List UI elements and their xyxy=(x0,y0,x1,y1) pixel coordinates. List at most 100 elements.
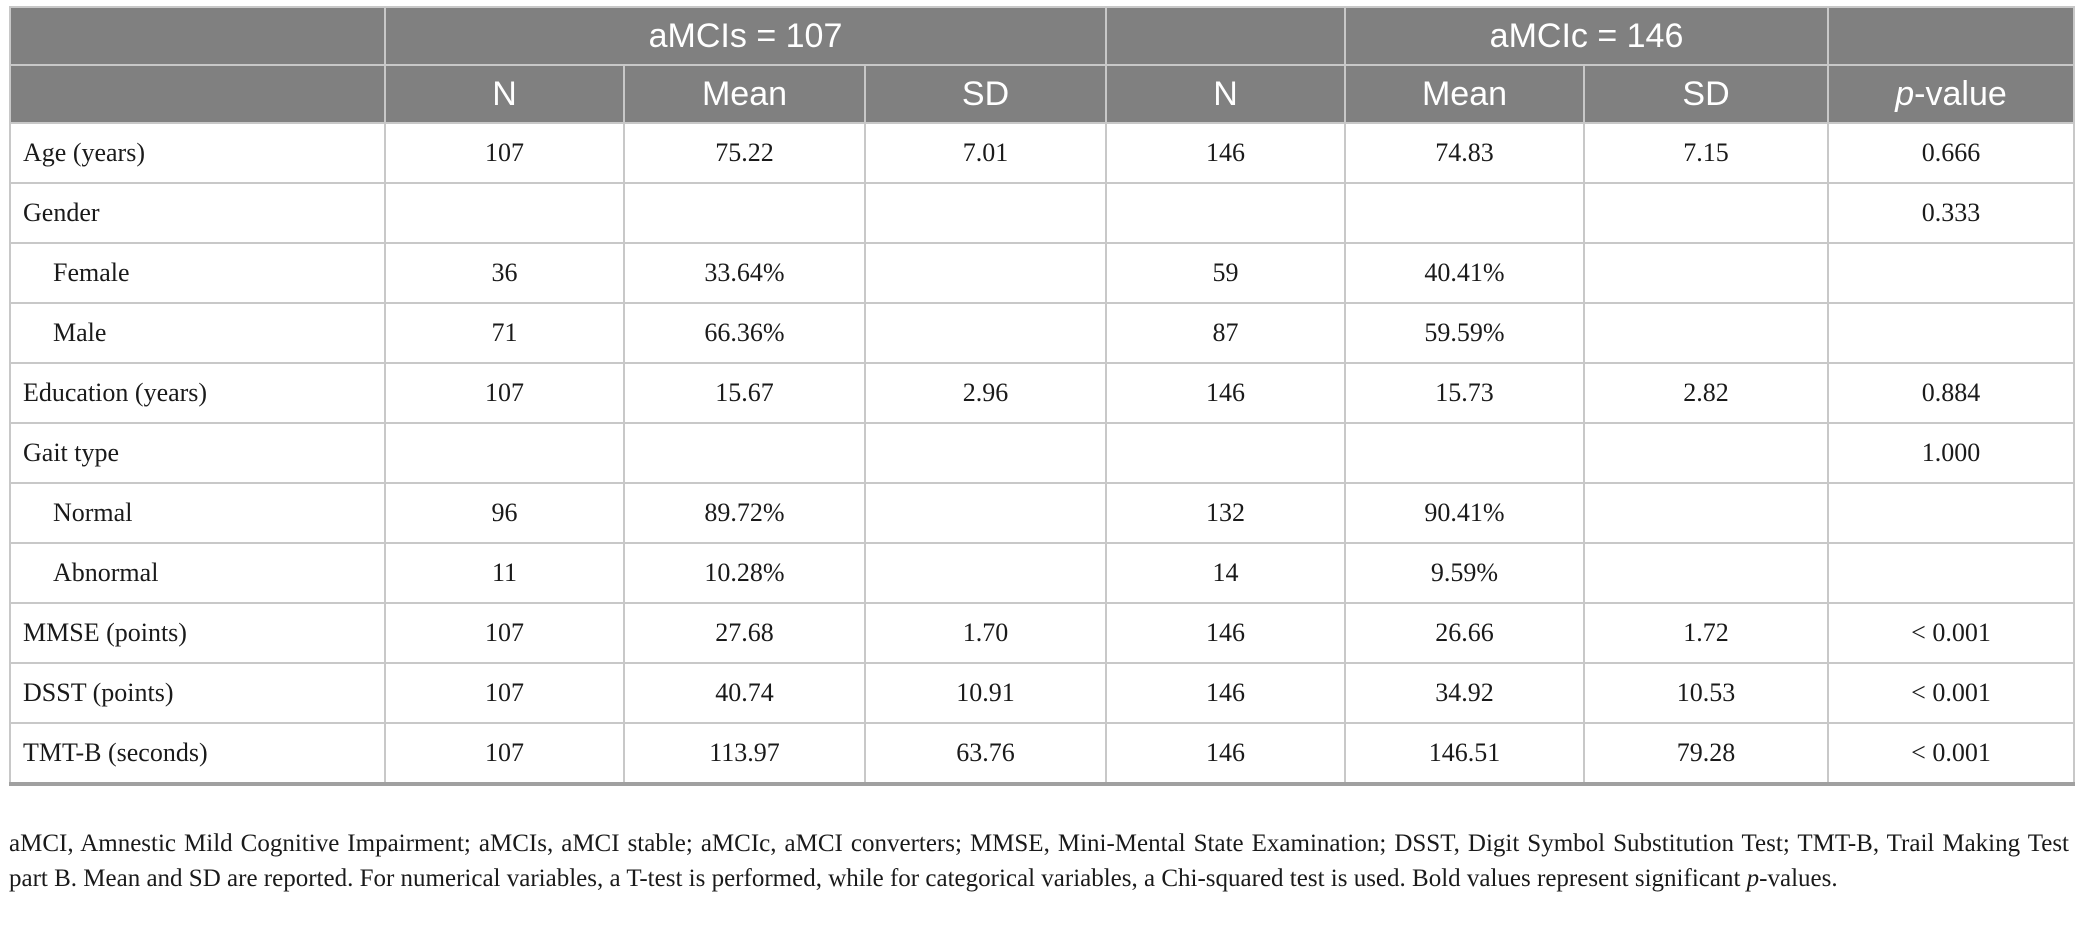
header-group-amcis: aMCIs = 107 xyxy=(383,6,1108,66)
cell-a-n: 107 xyxy=(384,122,625,184)
cell-p xyxy=(1827,542,2076,604)
row-label: Gender xyxy=(9,182,386,244)
row-label: Male xyxy=(9,302,386,364)
cell-a-sd xyxy=(863,422,1108,484)
table-row: TMT-B (seconds) 107 113.97 63.76 146 146.51 79… xyxy=(9,722,2076,786)
header-p-value: p-value xyxy=(1827,64,2076,124)
header-b-mean: Mean xyxy=(1344,64,1586,124)
cell-a-mean: 33.64% xyxy=(623,242,866,304)
cell-a-n: 107 xyxy=(384,362,625,424)
cell-a-mean: 113.97 xyxy=(623,722,866,786)
cell-p: 1.000 xyxy=(1827,422,2076,484)
row-label: MMSE (points) xyxy=(9,602,386,664)
cell-a-sd: 7.01 xyxy=(863,122,1108,184)
cell-b-mean: 15.73 xyxy=(1344,362,1586,424)
cell-b-mean: 26.66 xyxy=(1344,602,1586,664)
row-label: Abnormal xyxy=(9,542,386,604)
table-row: DSST (points) 107 40.74 10.91 146 34.92 10.53 <… xyxy=(9,662,2076,724)
cell-b-sd: 2.82 xyxy=(1583,362,1830,424)
cell-p: 0.666 xyxy=(1827,122,2076,184)
cell-b-mean xyxy=(1344,182,1586,244)
cell-a-n xyxy=(384,182,625,244)
cell-b-mean xyxy=(1344,422,1586,484)
header-row-columns: N Mean SD N Mean SD p-value xyxy=(9,64,2076,124)
cell-b-sd xyxy=(1583,422,1830,484)
cell-b-mean: 90.41% xyxy=(1344,482,1586,544)
row-label: DSST (points) xyxy=(9,662,386,724)
header-b-n: N xyxy=(1105,64,1347,124)
header-row-groups: aMCIs = 107 aMCIc = 146 xyxy=(9,6,2076,66)
table-row: Age (years) 107 75.22 7.01 146 74.83 7.15 0.666 xyxy=(9,122,2076,184)
cell-a-sd: 10.91 xyxy=(863,662,1108,724)
cell-a-sd xyxy=(863,482,1108,544)
header-p-rest: -value xyxy=(1914,74,2007,113)
cell-b-mean: 59.59% xyxy=(1344,302,1586,364)
cell-a-mean: 66.36% xyxy=(623,302,866,364)
cell-b-sd xyxy=(1583,482,1830,544)
cell-b-mean: 34.92 xyxy=(1344,662,1586,724)
row-label: Age (years) xyxy=(9,122,386,184)
cell-b-sd: 79.28 xyxy=(1583,722,1830,786)
table-row: Abnormal 11 10.28% 14 9.59% xyxy=(9,542,2076,604)
cell-b-mean: 146.51 xyxy=(1344,722,1586,786)
header-a-sd: SD xyxy=(863,64,1108,124)
cell-a-sd: 63.76 xyxy=(863,722,1108,786)
cell-p: < 0.001 xyxy=(1827,602,2076,664)
cell-b-mean: 74.83 xyxy=(1344,122,1586,184)
footnote-end: -values. xyxy=(1759,865,1838,892)
cell-b-n: 146 xyxy=(1105,662,1347,724)
row-label: Female xyxy=(9,242,386,304)
cell-a-mean: 10.28% xyxy=(623,542,866,604)
header-empty-p xyxy=(1827,6,2076,66)
cell-b-sd: 1.72 xyxy=(1583,602,1830,664)
cell-a-n: 11 xyxy=(384,542,625,604)
cell-b-sd xyxy=(1583,242,1830,304)
cell-b-mean: 40.41% xyxy=(1344,242,1586,304)
header-p-italic: p xyxy=(1895,74,1915,113)
table-row: MMSE (points) 107 27.68 1.70 146 26.66 1.72 < 0… xyxy=(9,602,2076,664)
row-label: Gait type xyxy=(9,422,386,484)
table-header: aMCIs = 107 aMCIc = 146 N Mean SD N Mean… xyxy=(9,6,2076,124)
cell-b-n: 146 xyxy=(1105,722,1347,786)
table-container: aMCIs = 107 aMCIc = 146 N Mean SD N Mean… xyxy=(9,6,2076,786)
table-row: Female 36 33.64% 59 40.41% xyxy=(9,242,2076,304)
cell-a-mean: 40.74 xyxy=(623,662,866,724)
footnote-p-italic: p xyxy=(1746,865,1760,892)
cell-a-mean: 89.72% xyxy=(623,482,866,544)
cell-p xyxy=(1827,302,2076,364)
cell-b-sd xyxy=(1583,182,1830,244)
header-empty-label xyxy=(9,64,386,124)
cell-b-sd: 10.53 xyxy=(1583,662,1830,724)
footnote-text: aMCI, Amnestic Mild Cognitive Impairment… xyxy=(9,830,2069,892)
cell-a-n: 36 xyxy=(384,242,625,304)
cell-p: 0.884 xyxy=(1827,362,2076,424)
cell-b-n: 146 xyxy=(1105,602,1347,664)
cell-b-n: 146 xyxy=(1105,122,1347,184)
cell-a-n xyxy=(384,422,625,484)
table-row: Gender 0.333 xyxy=(9,182,2076,244)
cell-a-mean xyxy=(623,422,866,484)
cell-b-n: 132 xyxy=(1105,482,1347,544)
cell-a-mean xyxy=(623,182,866,244)
table-footnote: aMCI, Amnestic Mild Cognitive Impairment… xyxy=(9,826,2069,896)
cell-a-sd xyxy=(863,542,1108,604)
demographics-table: aMCIs = 107 aMCIc = 146 N Mean SD N Mean… xyxy=(9,6,2076,786)
cell-a-sd xyxy=(863,182,1108,244)
row-label: Education (years) xyxy=(9,362,386,424)
header-empty-spacer xyxy=(1105,6,1347,66)
cell-a-n: 71 xyxy=(384,302,625,364)
table-body: Age (years) 107 75.22 7.01 146 74.83 7.15 0.666… xyxy=(9,122,2076,786)
cell-b-n xyxy=(1105,422,1347,484)
cell-b-n: 14 xyxy=(1105,542,1347,604)
row-label: TMT-B (seconds) xyxy=(9,722,386,786)
cell-a-n: 96 xyxy=(384,482,625,544)
cell-p: < 0.001 xyxy=(1827,722,2076,786)
table-row: Male 71 66.36% 87 59.59% xyxy=(9,302,2076,364)
table-row: Normal 96 89.72% 132 90.41% xyxy=(9,482,2076,544)
cell-a-n: 107 xyxy=(384,662,625,724)
cell-b-n: 146 xyxy=(1105,362,1347,424)
cell-a-n: 107 xyxy=(384,602,625,664)
cell-b-n xyxy=(1105,182,1347,244)
cell-p: < 0.001 xyxy=(1827,662,2076,724)
cell-p xyxy=(1827,242,2076,304)
